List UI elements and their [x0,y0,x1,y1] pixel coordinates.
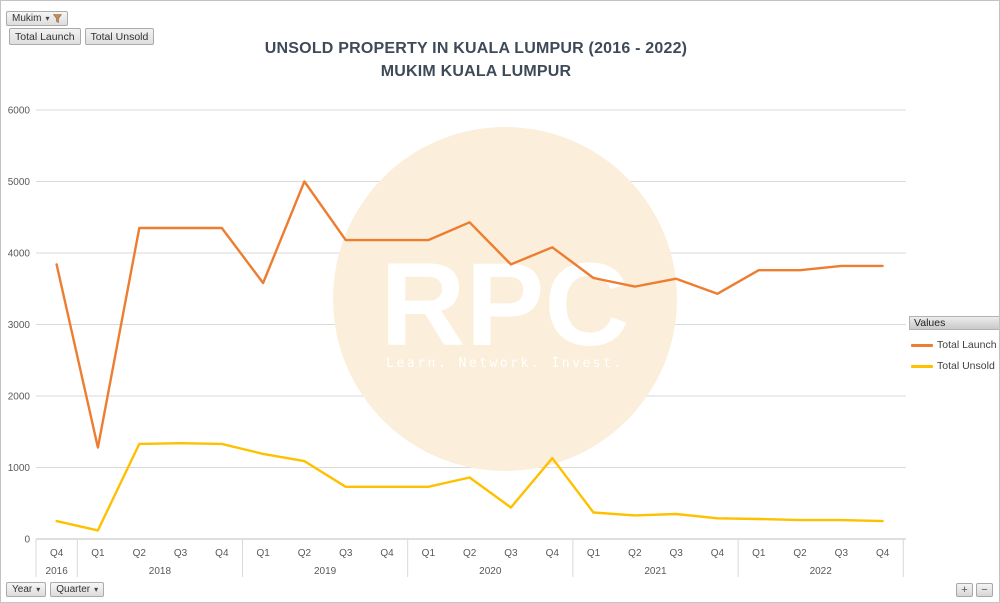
x-axis-quarter-label: Q4 [876,548,890,559]
expand-plus-button[interactable]: + [956,583,973,597]
mukim-filter-label: Mukim [12,13,42,24]
watermark-text: RPC [380,239,629,371]
chart-legend: Values Total Launch Total Unsold [909,316,999,372]
legend-label: Total Launch [937,339,997,351]
y-axis-tick-label: 6000 [8,106,31,117]
year-field-label: Year [12,584,33,595]
x-axis-quarter-label: Q3 [504,548,518,559]
y-axis-tick-label: 0 [24,535,30,546]
x-axis-quarter-label: Q2 [628,548,642,559]
x-axis-quarter-label: Q4 [380,548,394,559]
x-axis-year-label: 2022 [810,566,833,577]
x-axis-year-label: 2018 [149,566,172,577]
legend-item-total-unsold: Total Unsold [909,360,999,372]
legend-label: Total Unsold [937,360,995,372]
x-axis-quarter-label: Q3 [835,548,849,559]
x-axis-quarter-label: Q4 [546,548,560,559]
x-axis-quarter-label: Q2 [133,548,147,559]
x-axis-quarter-label: Q1 [587,548,601,559]
x-axis-year-label: 2016 [46,566,69,577]
quarter-field-button[interactable]: Quarter ▾ [50,582,105,597]
chevron-down-icon: ▾ [36,584,41,594]
chart-title-line1: UNSOLD PROPERTY IN KUALA LUMPUR (2016 - … [264,40,688,57]
x-axis-quarter-label: Q3 [174,548,188,559]
x-axis-quarter-label: Q4 [711,548,725,559]
series-line-total-launch [55,180,884,449]
watermark-circle [333,127,677,471]
legend-header: Values [909,316,999,330]
chevron-down-icon: ▾ [94,584,99,594]
x-axis-quarter-label: Q2 [298,548,312,559]
total-unsold-field-button[interactable]: Total Unsold [84,28,155,45]
quarter-field-label: Quarter [56,584,91,595]
y-axis-tick-label: 3000 [8,320,31,331]
x-axis-quarter-label: Q4 [50,548,64,559]
x-axis-year-label: 2020 [479,566,502,577]
y-axis-tick-label: 1000 [8,463,31,474]
x-axis-quarter-label: Q1 [752,548,766,559]
year-field-button[interactable]: Year ▾ [6,582,47,597]
chart-title: UNSOLD PROPERTY IN KUALA LUMPUR (2016 - … [36,37,916,83]
total-launch-field-label: Total Launch [15,30,75,43]
x-axis-year-label: 2021 [644,566,667,577]
y-axis-tick-label: 4000 [8,249,31,260]
watermark-tagline: Learn. Network. Invest. [386,356,624,371]
expand-collapse-controls: + − [956,583,993,597]
legend-item-total-launch: Total Launch [909,339,999,351]
chevron-down-icon: ▾ [45,13,50,23]
x-axis-quarter-label: Q3 [669,548,683,559]
filter-funnel-icon [53,14,63,23]
x-axis-quarter-label: Q1 [256,548,270,559]
total-launch-field-button[interactable]: Total Launch [9,28,81,45]
axis-field-buttons: Year ▾ Quarter ▾ [6,582,105,597]
x-axis-quarter-label: Q2 [793,548,807,559]
x-axis-quarter-label: Q2 [463,548,477,559]
x-axis-quarter-label: Q1 [91,548,105,559]
x-axis-quarter-label: Q4 [215,548,229,559]
collapse-minus-button[interactable]: − [976,583,993,597]
legend-swatch [911,343,933,347]
x-axis-quarter-label: Q3 [339,548,353,559]
total-unsold-field-label: Total Unsold [90,30,149,43]
y-axis-tick-label: 2000 [8,392,31,403]
legend-swatch [911,364,933,368]
value-field-buttons: Total Launch Total Unsold [9,28,155,45]
legend-items: Total Launch Total Unsold [909,339,999,372]
x-axis-quarter-label: Q1 [422,548,436,559]
chart-title-line2: MUKIM KUALA LUMPUR [380,63,572,80]
y-axis-tick-label: 5000 [8,177,31,188]
x-axis-year-label: 2019 [314,566,337,577]
series-line-total-unsold [55,442,884,532]
report-filter-bar: Mukim ▾ [6,8,69,26]
mukim-filter-button[interactable]: Mukim ▾ [6,11,69,26]
